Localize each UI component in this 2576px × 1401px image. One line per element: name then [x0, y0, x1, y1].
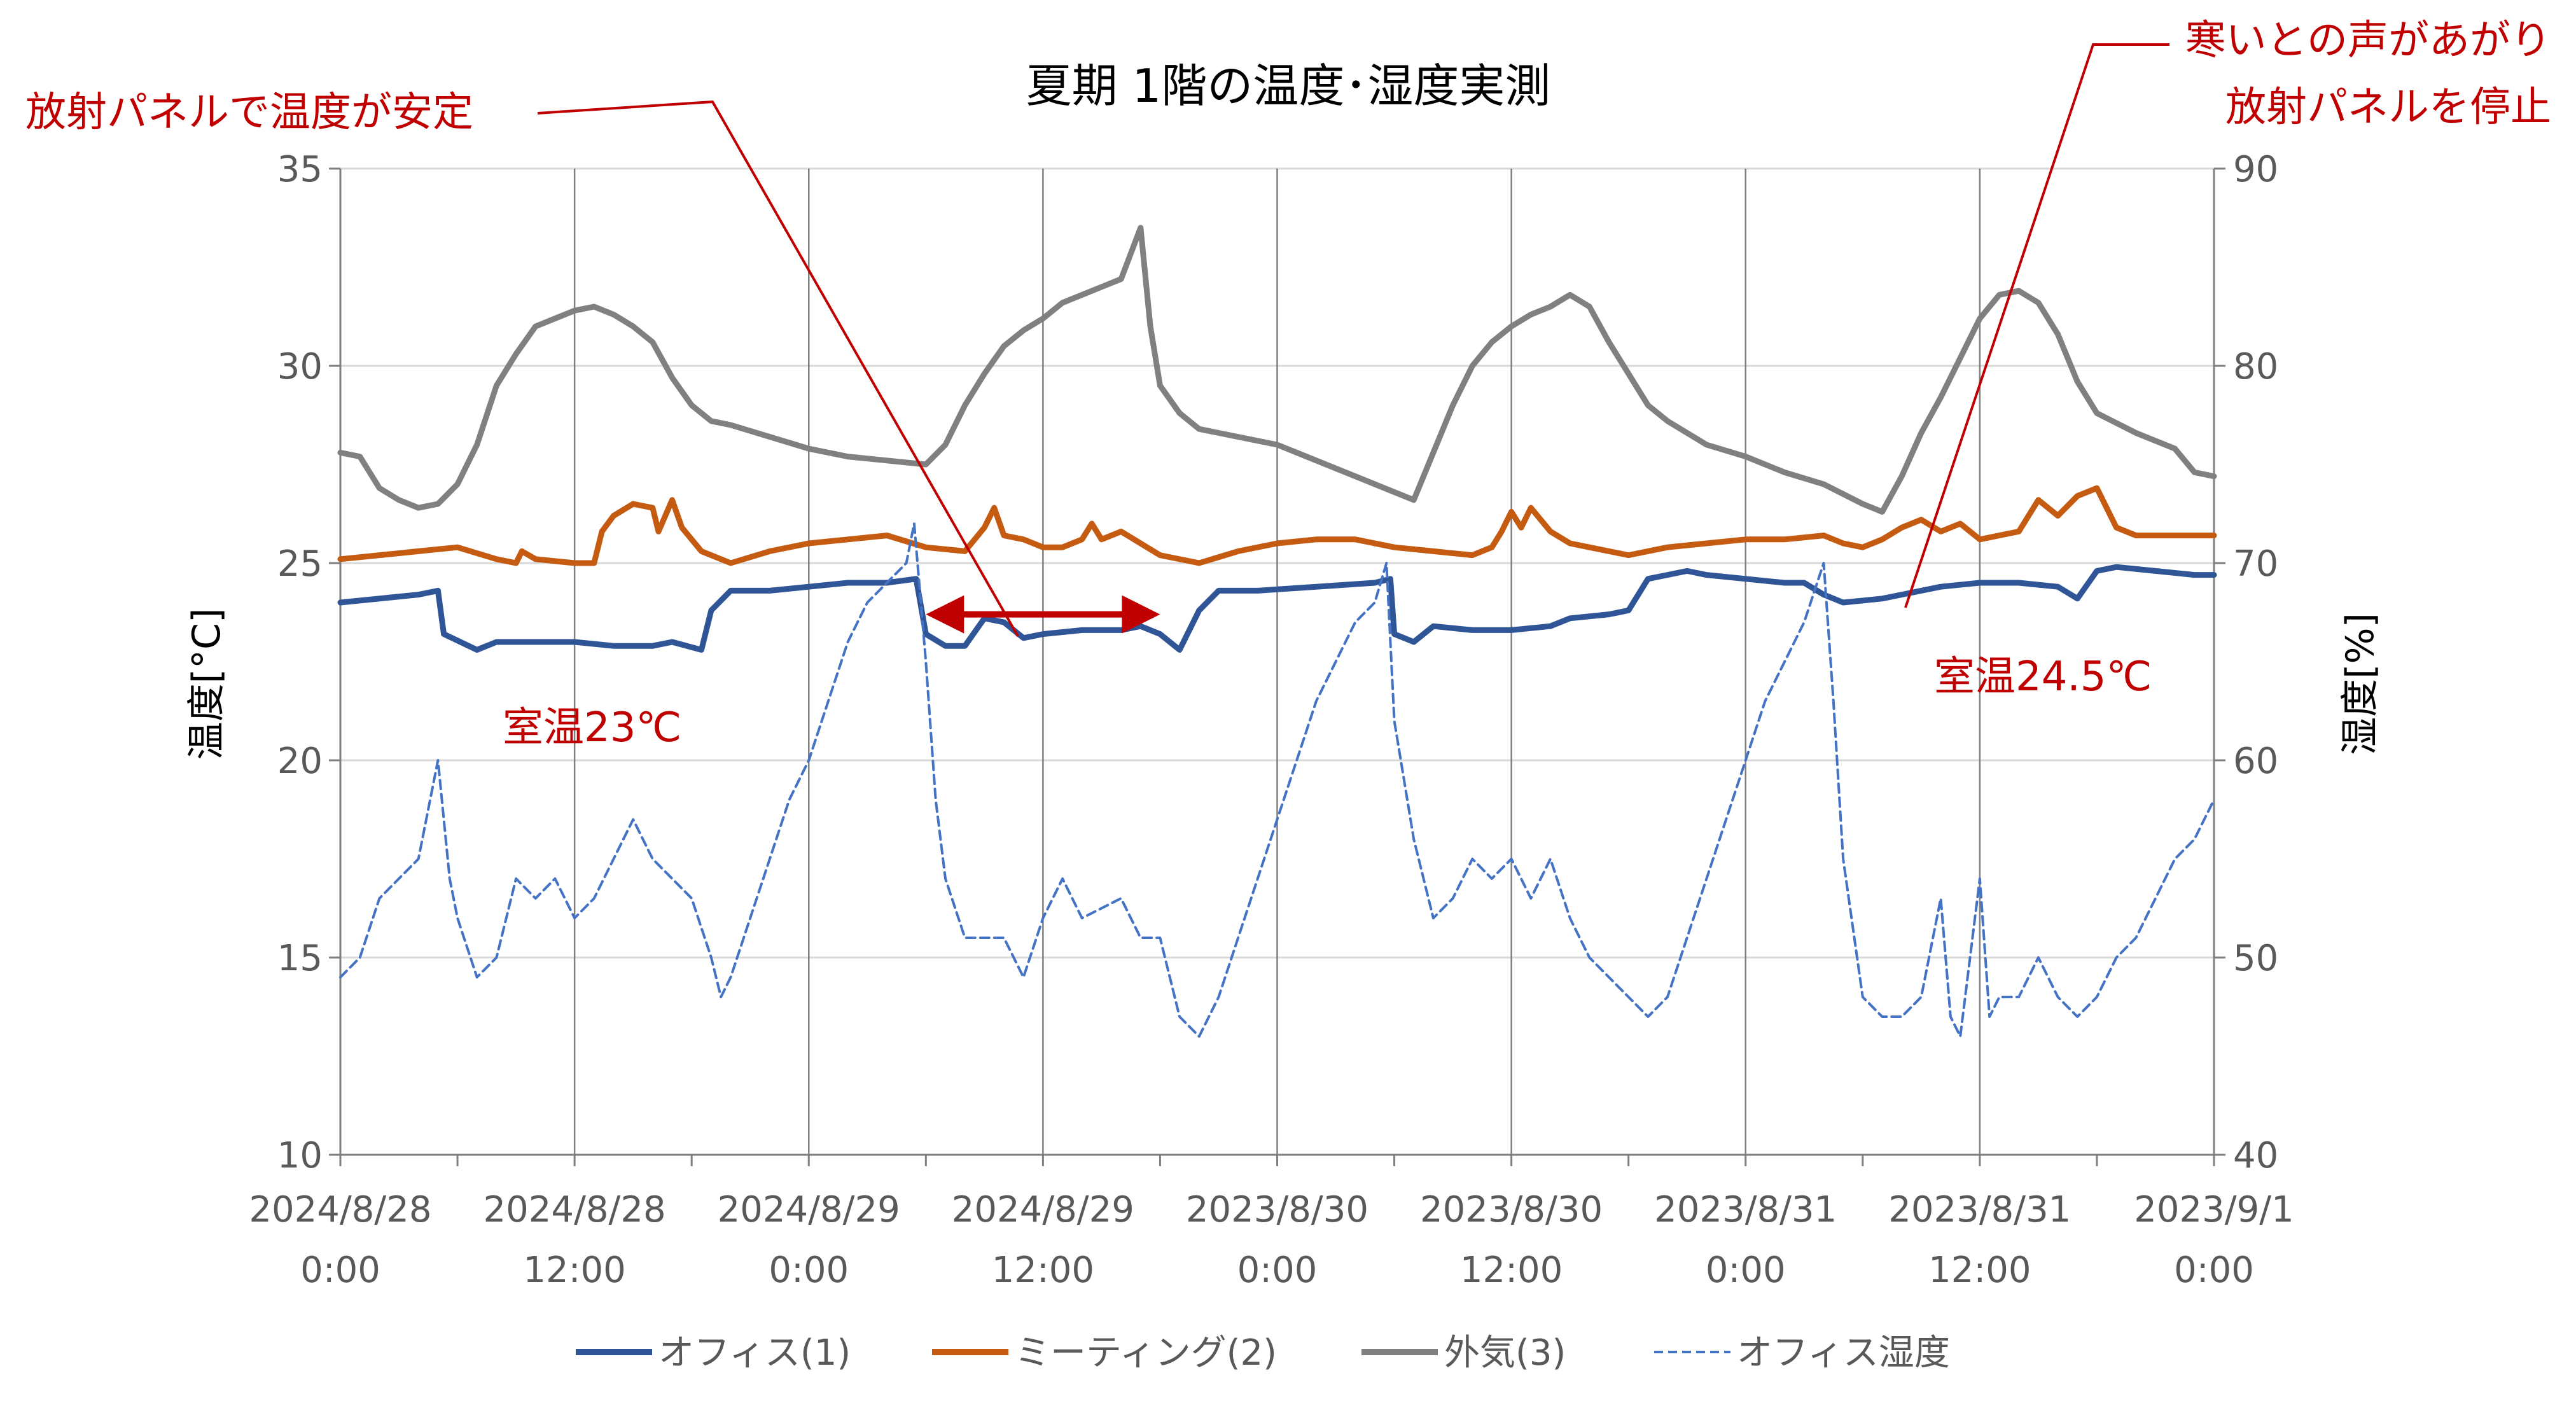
legend-item-meeting: ミーティング(2)	[932, 1332, 1277, 1374]
svg-text:ミーティング(2): ミーティング(2)	[1015, 1332, 1277, 1374]
gridlines	[340, 167, 2215, 1155]
x-tick-label-time: 0:00	[300, 1250, 380, 1291]
legend-item-office-humidity: オフィス湿度	[1654, 1332, 1950, 1374]
x-tick-label-date: 2024/8/29	[718, 1189, 900, 1230]
y-tick-label: 35	[277, 149, 323, 190]
chart-title: 夏期 1階の温度･湿度実測	[1026, 59, 1551, 113]
series-meeting-temp	[337, 485, 2217, 566]
x-tick-label-time: 0:00	[1237, 1250, 1318, 1291]
series-office-humidity	[339, 522, 2215, 1038]
x-tick-label-date: 2023/8/31	[1888, 1189, 2071, 1230]
annotation-leader-line-1	[537, 100, 1019, 637]
legend-item-office: オフィス(1)	[576, 1332, 851, 1374]
y2-axis-ticks: 40 50 60 70 80 90	[2214, 149, 2278, 1176]
double-arrow	[926, 595, 1160, 634]
series-office-temp	[337, 564, 2217, 653]
annotation-panel-stopped-line2: 放射パネルを停止	[2225, 84, 2551, 131]
x-tick-label-time: 12:00	[523, 1250, 625, 1291]
annotation-panel-stopped-line1: 寒いとの声があがり	[2185, 17, 2551, 64]
annotation-room-temp-23: 室温23℃	[503, 704, 681, 751]
y-axis-ticks: 10 15 20 25 30 35	[277, 149, 340, 1176]
x-tick-label-time: 12:00	[992, 1250, 1094, 1291]
annotation-room-temp-24-5: 室温24.5℃	[1934, 653, 2152, 700]
svg-text:外気(3): 外気(3)	[1444, 1332, 1566, 1374]
x-tick-label-date: 2023/8/30	[1420, 1189, 1603, 1230]
y-tick-label: 20	[277, 741, 323, 782]
y2-axis-label: 湿度[%]	[2338, 613, 2383, 755]
x-tick-label-date: 2024/8/29	[952, 1189, 1134, 1230]
x-tick-label-date: 2023/9/1	[2134, 1189, 2294, 1230]
x-tick-label-time: 0:00	[769, 1250, 849, 1291]
series-outside-temp	[337, 225, 2217, 515]
x-tick-label-time: 0:00	[1706, 1250, 1786, 1291]
y2-tick-label: 90	[2233, 149, 2278, 190]
x-tick-label-time: 0:00	[2174, 1250, 2254, 1291]
annotation-leader-line-2	[1904, 43, 2169, 608]
svg-text:オフィス(1): オフィス(1)	[658, 1332, 851, 1374]
y2-tick-label: 70	[2233, 543, 2278, 585]
x-tick-label-time: 12:00	[1460, 1250, 1563, 1291]
y2-tick-label: 60	[2233, 741, 2278, 782]
x-tick-label-date: 2023/8/31	[1654, 1189, 1837, 1230]
x-axis-ticks: 2024/8/28 0:00 2024/8/28 12:00 2024/8/29 0:00…	[249, 1155, 2294, 1291]
annotation-radiant-panel-stable: 放射パネルで温度が安定	[25, 89, 473, 136]
y-tick-label: 30	[277, 346, 323, 387]
x-tick-label-date: 2024/8/28	[484, 1189, 666, 1230]
y2-tick-label: 40	[2233, 1135, 2278, 1176]
x-tick-label-date: 2023/8/30	[1186, 1189, 1368, 1230]
double-arrow-head-left	[926, 595, 964, 634]
y-tick-label: 10	[277, 1135, 323, 1176]
series-lines	[337, 225, 2217, 1038]
svg-text:オフィス湿度: オフィス湿度	[1737, 1332, 1950, 1374]
legend-item-outside: 外気(3)	[1361, 1332, 1566, 1374]
y2-tick-label: 50	[2233, 938, 2278, 979]
y2-tick-label: 80	[2233, 346, 2278, 387]
y-tick-label: 25	[277, 543, 323, 585]
double-arrow-head-right	[1122, 595, 1160, 634]
annotations: 放射パネルで温度が安定 寒いとの声があがり 放射パネルを停止 室温23℃ 室温2…	[25, 17, 2551, 751]
x-tick-label-time: 12:00	[1928, 1250, 2031, 1291]
y-axis-label: 温度[°C]	[184, 608, 229, 760]
legend: オフィス(1) ミーティング(2) 外気(3) オフィス湿度	[576, 1332, 1950, 1374]
x-tick-label-date: 2024/8/28	[249, 1189, 431, 1230]
y-tick-label: 15	[277, 938, 323, 979]
